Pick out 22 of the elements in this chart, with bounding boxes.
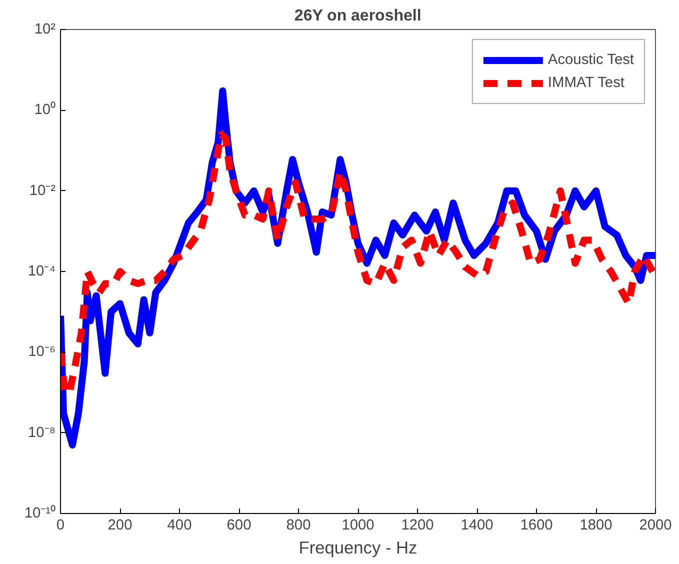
chart-title: 26Y on aeroshell bbox=[294, 8, 422, 24]
x-tick-label: 2000 bbox=[639, 518, 672, 534]
x-tick-label: 1800 bbox=[580, 518, 612, 534]
x-tick-label: 600 bbox=[226, 518, 252, 534]
x-tick-label: 1600 bbox=[520, 518, 553, 534]
x-tick-label: 1400 bbox=[460, 518, 494, 534]
y-tick-label: 10⁻⁶ bbox=[28, 344, 56, 360]
x-tick-label: 800 bbox=[286, 518, 311, 534]
legend-label: Acoustic Test bbox=[548, 52, 634, 68]
x-tick-label: 0 bbox=[56, 518, 65, 534]
y-tick-label: 10⁻¹⁰ bbox=[24, 504, 56, 522]
y-tick-label: 10⁻⁸ bbox=[28, 424, 56, 441]
x-tick-label: 1200 bbox=[401, 518, 434, 534]
y-tick-label: 10² bbox=[34, 22, 56, 38]
x-tick-label: 1000 bbox=[342, 518, 374, 534]
y-tick-label: 10⁻² bbox=[29, 182, 56, 199]
x-tick-label: 200 bbox=[108, 518, 132, 534]
y-tick-label: 10⁰ bbox=[34, 101, 56, 118]
legend-label: IMMAT Test bbox=[548, 75, 624, 91]
x-axis-title: Frequency - Hz bbox=[298, 538, 418, 558]
y-tick-label: 10⁻⁴ bbox=[28, 264, 56, 280]
x-tick-label: 400 bbox=[167, 518, 192, 534]
